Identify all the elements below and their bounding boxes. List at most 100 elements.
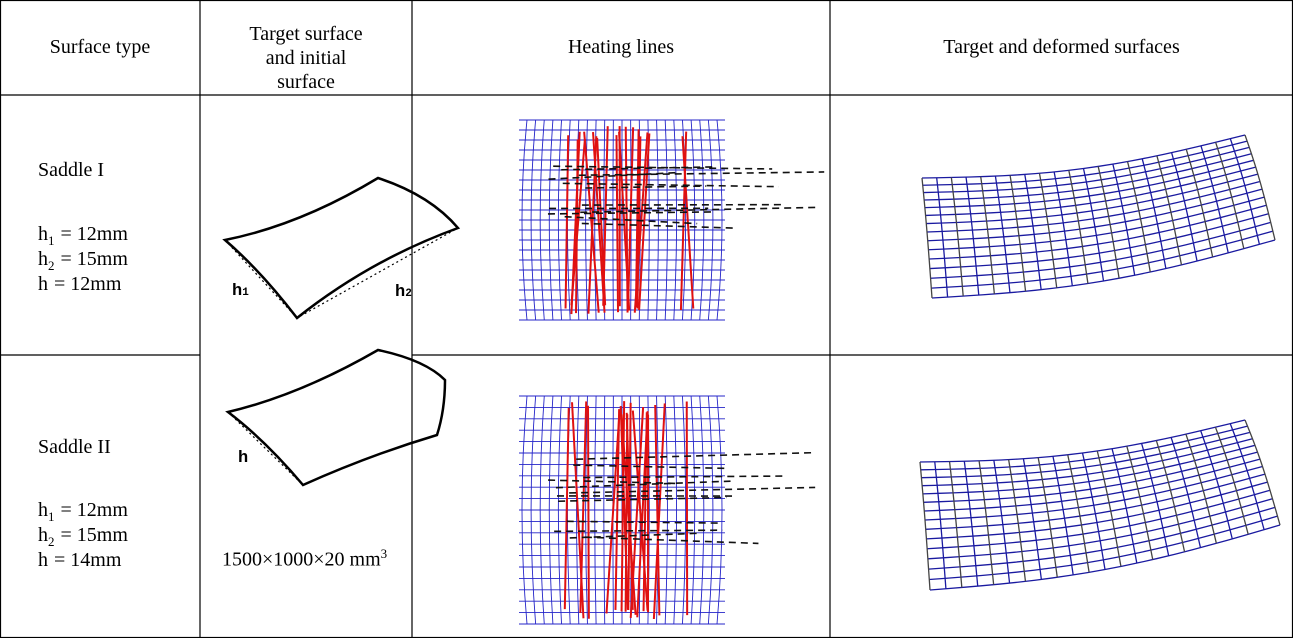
surface-line xyxy=(1038,173,1058,288)
heating-path xyxy=(555,480,731,489)
surface-line xyxy=(922,140,1248,186)
heating-path xyxy=(548,479,677,485)
surface-line xyxy=(934,461,947,589)
heating-line xyxy=(615,135,620,313)
heating-path xyxy=(569,532,702,539)
heating-line xyxy=(605,415,621,614)
param-symbol: h xyxy=(38,248,48,270)
surface-line xyxy=(930,221,1271,279)
surface-line xyxy=(1007,459,1027,582)
param-subscript: 1 xyxy=(48,509,55,524)
surface-line xyxy=(1214,426,1249,535)
surface-line xyxy=(923,146,1250,194)
plate-dimensions: 1500×1000×20 mm3 xyxy=(222,542,387,572)
surface-line xyxy=(1229,138,1261,245)
surface-line xyxy=(1170,152,1198,262)
edge-label: h1 xyxy=(232,282,249,301)
heating-path xyxy=(566,520,719,524)
saddle-outline xyxy=(225,348,447,487)
heating-line xyxy=(679,131,688,311)
surface-line xyxy=(1096,450,1122,567)
heating-line xyxy=(627,127,635,308)
heating-path xyxy=(569,486,816,494)
surface-line xyxy=(994,175,1011,293)
surface-line xyxy=(1068,170,1089,284)
heating-path xyxy=(583,475,788,479)
heating-line xyxy=(583,131,600,313)
surface-line xyxy=(1052,456,1074,576)
edge-label: h xyxy=(238,449,248,468)
parameter: h1 = 12mm xyxy=(38,222,128,253)
surface-name: Saddle II xyxy=(38,436,111,458)
heating-line xyxy=(587,136,598,314)
heating-path xyxy=(578,171,825,177)
surface-line xyxy=(1067,454,1090,573)
label-subscript: 1 xyxy=(242,287,249,299)
heating-line xyxy=(596,137,607,306)
surface-line xyxy=(1200,430,1233,540)
parameter: h1 = 12mm xyxy=(38,498,128,529)
heating-lines-2 xyxy=(519,395,816,625)
surface-line xyxy=(926,180,1261,233)
deformed-surface-2 xyxy=(919,419,1281,591)
edge-label: h2 xyxy=(395,283,412,302)
surface-line xyxy=(963,461,979,587)
surface-line xyxy=(948,461,963,588)
surface-line xyxy=(1185,149,1214,258)
surface-line xyxy=(1082,168,1105,282)
surface-line xyxy=(1155,440,1186,552)
surface-line xyxy=(1037,457,1058,578)
heating-line xyxy=(636,136,642,309)
param-value: = 12mm xyxy=(54,273,122,295)
heating-line xyxy=(587,405,590,619)
surface-line xyxy=(921,177,933,299)
surface-line xyxy=(929,524,1281,591)
heating-path xyxy=(581,222,734,229)
surface-line xyxy=(1126,446,1154,560)
param-value: = 14mm xyxy=(54,549,122,571)
param-subscript: 1 xyxy=(48,233,55,248)
header-cell: Target surface and initial surface xyxy=(249,23,363,93)
saddle-1-drawing xyxy=(222,176,461,320)
heating-lines-1 xyxy=(519,119,825,321)
surface-line xyxy=(1097,166,1120,279)
heating-line xyxy=(654,404,661,616)
surface-line xyxy=(1244,134,1276,241)
heating-line xyxy=(638,133,651,311)
heating-path xyxy=(548,171,680,180)
param-value: = 15mm xyxy=(60,248,128,270)
heating-line xyxy=(563,407,570,610)
param-symbol: h xyxy=(38,223,48,245)
surface-name: Saddle I xyxy=(38,159,105,181)
surface-line xyxy=(1140,443,1170,556)
label-symbol: h xyxy=(238,449,249,468)
surface-line xyxy=(931,239,1276,299)
surface-line xyxy=(936,177,949,298)
heating-line xyxy=(564,135,570,309)
heating-line xyxy=(624,414,629,612)
surface-line xyxy=(1111,448,1138,564)
surface-line xyxy=(1156,155,1183,266)
heating-path xyxy=(547,211,714,215)
surface-line xyxy=(922,438,1253,487)
heating-line xyxy=(631,410,649,611)
surface-line xyxy=(993,460,1011,584)
param-symbol: h xyxy=(38,549,48,571)
heating-path xyxy=(573,464,726,470)
surface-line xyxy=(1141,158,1167,269)
surface-line xyxy=(919,461,931,591)
surface-line xyxy=(1126,161,1151,273)
surface-line xyxy=(1009,175,1027,292)
heating-path xyxy=(585,185,707,189)
surface-line xyxy=(926,481,1268,540)
surface-line xyxy=(1053,171,1073,286)
heating-path xyxy=(558,496,727,503)
label-subscript: 2 xyxy=(405,288,412,300)
dimension-text: 1500×1000×20 mm xyxy=(222,548,381,571)
surface-line xyxy=(920,425,1248,471)
surface-line xyxy=(925,473,1266,530)
